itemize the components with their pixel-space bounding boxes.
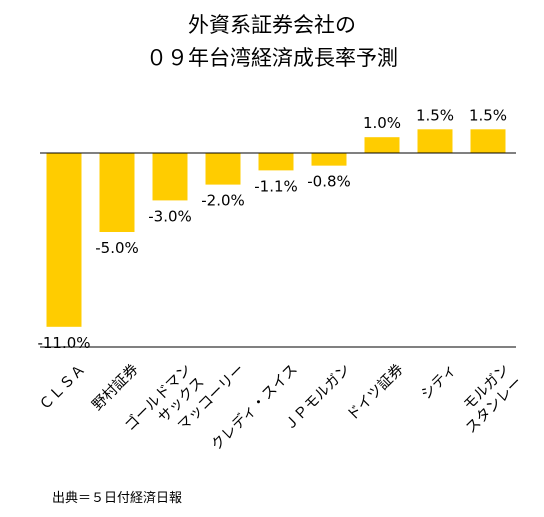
bar-5 bbox=[258, 153, 294, 171]
category-labels-group: ＣＬＳＡ 野村証券ゴールドマンサックスマッコーリークレディ・スイスＪＰモルガンドイ… bbox=[37, 360, 526, 454]
category-label-7-line-1: ドイツ証券 bbox=[344, 360, 408, 424]
bar-1 bbox=[46, 153, 82, 327]
value-label-7: 1.0% bbox=[363, 114, 401, 132]
bar-4 bbox=[205, 153, 241, 185]
category-label-8-line-1: シティ bbox=[418, 362, 459, 403]
category-label-5-line-1: クレディ・スイス bbox=[207, 360, 301, 454]
value-label-4: -2.0% bbox=[201, 192, 245, 210]
value-label-1: -11.0% bbox=[37, 334, 90, 352]
source-note: 出典＝５日付経済日報 bbox=[52, 490, 182, 506]
bar-2 bbox=[99, 153, 135, 232]
category-label-7: ドイツ証券 bbox=[344, 360, 408, 424]
bar-8 bbox=[417, 129, 453, 153]
bar-7 bbox=[364, 137, 400, 153]
value-label-3: -3.0% bbox=[148, 207, 192, 225]
chart-title-line-2: ０９年台湾経済成長率予測 bbox=[146, 46, 398, 70]
value-label-2: -5.0% bbox=[95, 239, 139, 257]
category-label-2-line-1: 野村証券 bbox=[89, 360, 142, 413]
bar-9 bbox=[470, 129, 506, 153]
value-label-5: -1.1% bbox=[254, 177, 298, 195]
category-label-8: シティ bbox=[418, 362, 459, 403]
chart-title-line-1: 外資系証券会社の bbox=[188, 13, 356, 37]
category-label-5: クレディ・スイス bbox=[207, 360, 301, 454]
category-label-1: ＣＬＳＡ bbox=[37, 362, 89, 414]
value-labels-group: -11.0% -5.0% -3.0% -2.0% -1.1% -0.8% 1.0% 1.5% 1… bbox=[37, 106, 507, 351]
value-label-9: 1.5% bbox=[469, 106, 507, 124]
bars-group bbox=[46, 129, 506, 327]
bar-3 bbox=[152, 153, 188, 201]
value-label-6: -0.8% bbox=[307, 173, 351, 191]
category-label-2: 野村証券 bbox=[89, 360, 142, 413]
category-label-1-line-1: ＣＬＳＡ bbox=[37, 362, 89, 414]
bar-6 bbox=[311, 153, 347, 166]
value-label-8: 1.5% bbox=[416, 106, 454, 124]
